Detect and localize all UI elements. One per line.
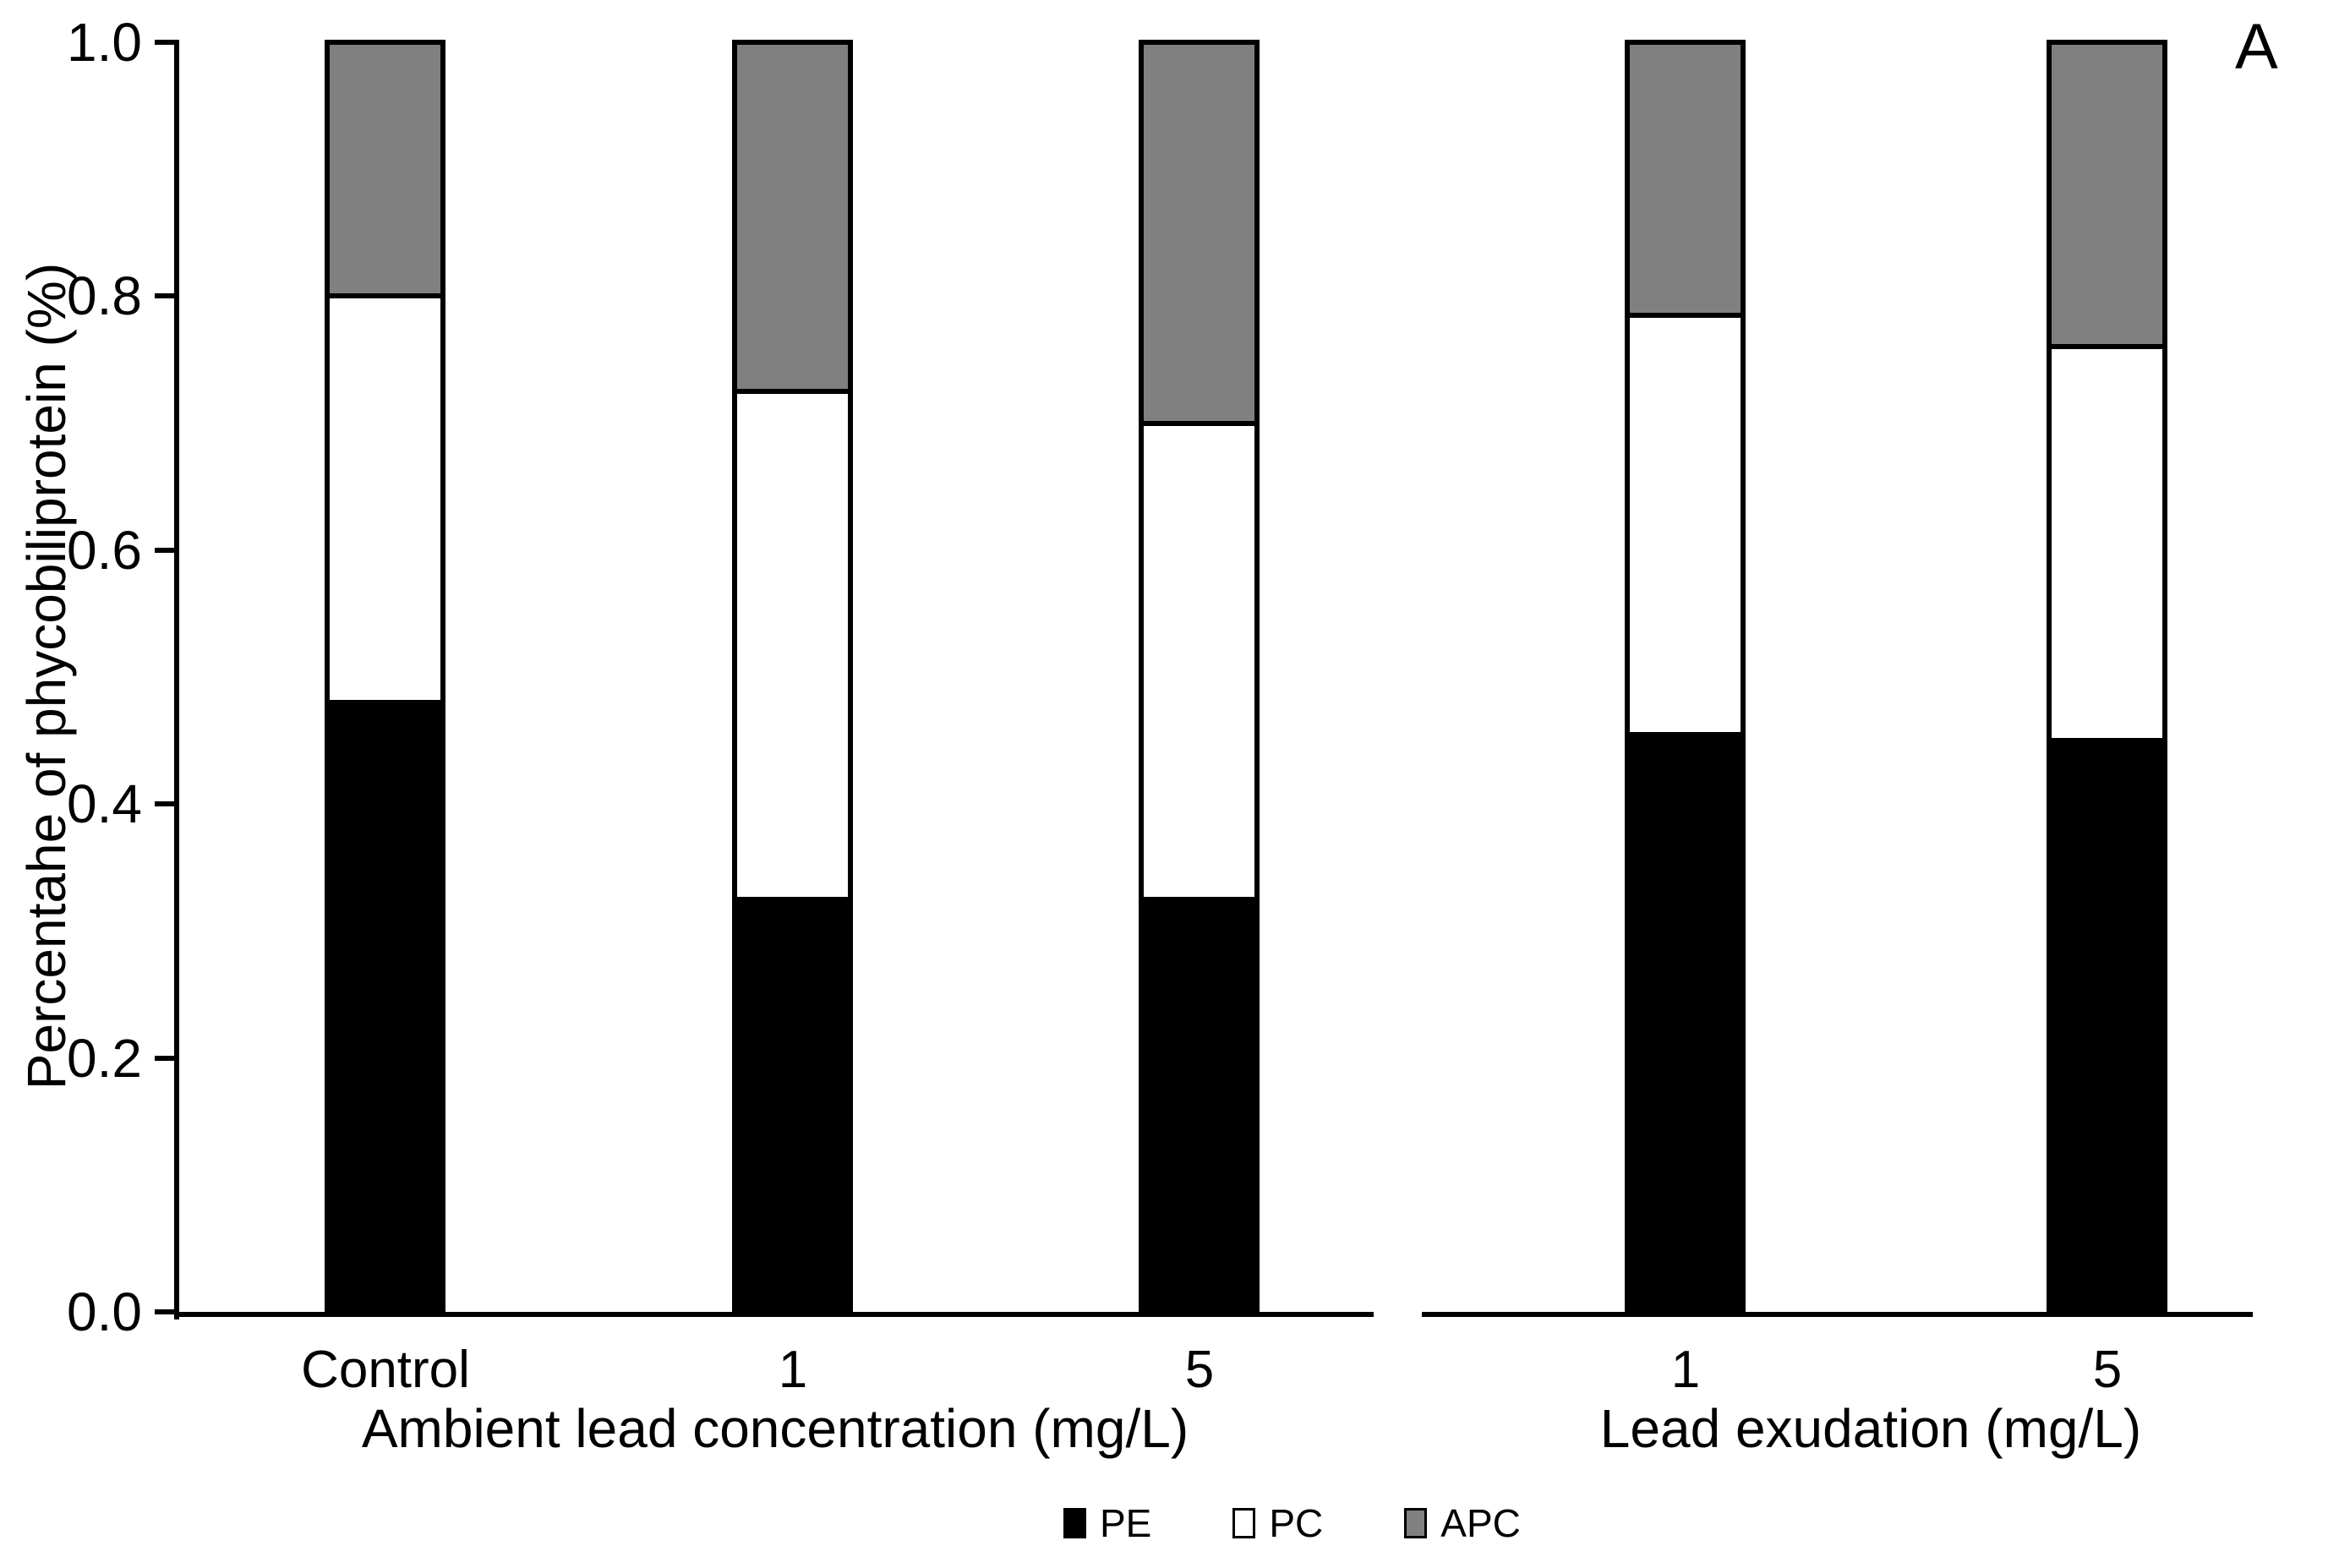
bar-segment-divider	[735, 389, 850, 395]
bar-segment-apc	[327, 42, 443, 297]
x-axis-title-right-panel: Lead exudation (mg/L)	[1599, 1398, 2142, 1459]
bar-segment-divider	[735, 896, 850, 902]
bar-segment-apc	[1141, 42, 1257, 423]
y-tick-label: 0.2	[67, 1027, 142, 1089]
bar-segment-apc	[1627, 42, 1743, 315]
bar-segment-divider	[1141, 420, 1257, 426]
y-tick-mark	[155, 547, 178, 553]
bar-segment-divider	[1627, 731, 1743, 737]
bar-segment-divider	[327, 293, 443, 299]
y-tick-label: 0.0	[67, 1281, 142, 1342]
x-axis-line-panel-2	[1422, 1312, 2253, 1317]
x-tick-label: 1	[1670, 1341, 1701, 1399]
bar-segment-pe	[327, 702, 443, 1312]
bar-outline	[732, 40, 853, 1314]
legend-item-pe: PE	[1063, 1504, 1151, 1543]
x-axis-line-panel-1	[174, 1312, 1374, 1317]
y-tick-label: 1.0	[67, 12, 142, 73]
legend-item-apc: APC	[1404, 1504, 1521, 1543]
bar-outline	[325, 40, 445, 1314]
bar-segment-divider	[2049, 344, 2165, 350]
x-tick-label: 5	[2092, 1341, 2123, 1399]
bar-segment-divider	[1141, 896, 1257, 902]
bar-segment-pe	[2049, 740, 2165, 1312]
bar-segment-pe	[735, 899, 850, 1312]
legend-swatch-pc	[1232, 1508, 1256, 1538]
bar-segment-apc	[2049, 42, 2165, 347]
y-axis-line	[174, 40, 179, 1319]
y-tick-mark	[155, 801, 178, 807]
bar-segment-divider	[1627, 312, 1743, 318]
y-tick-mark	[155, 293, 178, 299]
legend-label: PE	[1100, 1501, 1152, 1545]
x-tick-label: 1	[778, 1341, 808, 1399]
legend-label: APC	[1440, 1501, 1521, 1545]
legend: PE PC APC	[1063, 1504, 1521, 1543]
y-tick-mark	[155, 1055, 178, 1061]
x-axis-title-left-panel: Ambient lead concentration (mg/L)	[361, 1398, 1189, 1459]
bar-outline	[2047, 40, 2167, 1314]
y-tick-mark	[155, 40, 178, 45]
bar-segment-pc	[1627, 314, 1743, 735]
bar-segment-pc	[327, 296, 443, 703]
bar-segment-pe	[1627, 734, 1743, 1312]
legend-swatch-apc	[1404, 1508, 1428, 1538]
legend-swatch-pe	[1063, 1508, 1086, 1538]
y-tick-label: 0.8	[67, 265, 142, 327]
bar-segment-apc	[735, 42, 850, 392]
bar-segment-divider	[327, 700, 443, 706]
bar-segment-pe	[1141, 899, 1257, 1312]
bar-segment-pc	[1141, 423, 1257, 899]
legend-label: PC	[1269, 1501, 1324, 1545]
y-tick-mark	[155, 1309, 178, 1314]
y-tick-label: 0.4	[67, 773, 142, 835]
x-tick-label: 5	[1184, 1341, 1215, 1399]
bar-segment-pc	[2049, 347, 2165, 741]
panel-letter: A	[2235, 11, 2278, 83]
bar-segment-divider	[2049, 738, 2165, 744]
bar-outline	[1625, 40, 1746, 1314]
bar-outline	[1139, 40, 1260, 1314]
y-tick-label: 0.6	[67, 519, 142, 581]
legend-item-pc: PC	[1232, 1504, 1323, 1543]
bar-segment-pc	[735, 391, 850, 899]
x-tick-label: Control	[301, 1341, 470, 1399]
